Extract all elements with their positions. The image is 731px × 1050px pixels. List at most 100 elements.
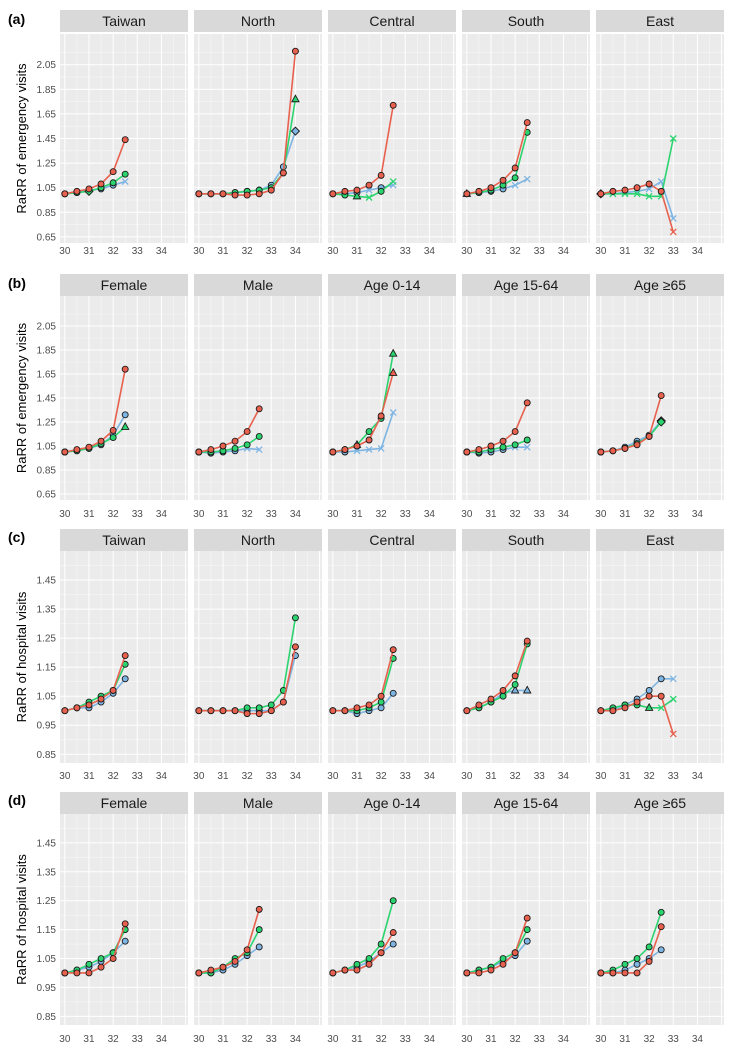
panel-south: South 30 31 32 33 34 <box>461 529 590 782</box>
x-tick-label: 30 <box>595 509 607 520</box>
y-tick-label: 1.25 <box>37 896 57 907</box>
panel-strip <box>328 529 456 551</box>
data-point-red <box>475 701 483 709</box>
x-tick-label: 30 <box>461 771 473 782</box>
y-tick-label: 0.65 <box>37 232 57 243</box>
panel-central: Central 30 31 32 33 34 <box>327 10 456 257</box>
panel-title: North <box>241 13 275 29</box>
data-point-green <box>657 908 665 916</box>
panel-title: South <box>508 532 545 548</box>
data-point-red <box>475 969 483 977</box>
x-tick-label: 34 <box>290 509 302 520</box>
panel-strip <box>194 10 322 32</box>
x-tick-label: 31 <box>217 771 229 782</box>
x-tick-label: 32 <box>242 1034 254 1045</box>
data-point-red <box>463 969 471 977</box>
data-point-red <box>195 969 203 977</box>
x-tick-label: 30 <box>595 246 607 257</box>
data-point-green <box>377 698 385 706</box>
x-tick-label: 34 <box>156 1034 168 1045</box>
data-point-blue <box>510 685 520 694</box>
data-point-red <box>61 707 69 715</box>
x-tick-label: 32 <box>376 246 388 257</box>
data-point-red <box>329 448 337 456</box>
data-point-blue <box>523 443 531 451</box>
y-tick-label: 0.85 <box>37 466 57 477</box>
y-tick-label: 1.15 <box>37 663 57 674</box>
y-tick-label: 1.15 <box>37 925 57 936</box>
data-point-red <box>377 949 385 957</box>
x-tick-label: 32 <box>108 771 120 782</box>
data-point-blue <box>389 940 397 948</box>
panel-strip <box>596 792 724 814</box>
data-point-red <box>73 704 81 712</box>
data-point-red <box>353 704 361 712</box>
x-tick-label: 32 <box>242 509 254 520</box>
x-tick-label: 33 <box>400 771 412 782</box>
y-tick-label: 1.05 <box>37 954 57 965</box>
x-tick-label: 32 <box>108 246 120 257</box>
data-point-blue <box>377 704 385 712</box>
x-tick-label: 30 <box>59 1034 71 1045</box>
x-tick-label: 32 <box>510 509 522 520</box>
x-tick-label: 31 <box>485 509 497 520</box>
x-tick-label: 30 <box>193 509 205 520</box>
data-point-red <box>341 707 349 715</box>
data-point-red <box>97 695 105 703</box>
data-point-red <box>267 186 275 194</box>
data-point-blue <box>523 175 531 183</box>
chart-row-d: (d) RaRR of hospital visits 0.85 0.95 1.05 1.… <box>8 792 724 1045</box>
data-point-blue <box>377 444 385 452</box>
panel-title: Age ≥65 <box>634 795 686 811</box>
data-point-green <box>656 417 666 427</box>
data-point-blue <box>121 937 129 945</box>
panel-age-65: Age ≥65 30 31 32 33 34 <box>595 274 724 520</box>
panel-title: Taiwan <box>102 13 146 29</box>
data-point-red <box>255 190 263 198</box>
data-point-green <box>109 434 117 442</box>
data-point-blue <box>121 411 129 419</box>
panel-strip <box>60 792 188 814</box>
data-point-blue <box>657 675 665 683</box>
panel-strip <box>328 792 456 814</box>
data-point-green <box>352 191 362 200</box>
data-point-red <box>329 707 337 715</box>
panel-background <box>462 551 590 763</box>
data-point-red <box>377 412 385 420</box>
chart-row-a: (a) RaRR of emergency visits 0.65 0.85 1.05 1… <box>8 10 724 257</box>
data-point-red <box>523 637 531 645</box>
x-tick-label: 33 <box>132 509 144 520</box>
data-point-red <box>121 136 129 144</box>
chart-row-b: (b) RaRR of emergency visits 0.65 0.85 1.05 1… <box>8 274 724 520</box>
data-point-red <box>267 707 275 715</box>
panel-age-15-64: Age 15-64 30 31 32 33 34 <box>461 274 590 520</box>
y-axis-title: RaRR of hospital visits <box>14 591 29 722</box>
panel-female: Female 30 31 32 33 34 <box>59 792 188 1045</box>
data-point-red <box>341 966 349 974</box>
data-point-red <box>207 190 215 198</box>
data-point-green <box>365 194 373 201</box>
panel-strip <box>328 274 456 296</box>
data-point-green <box>377 187 385 195</box>
panel-title: Age 15-64 <box>494 795 559 811</box>
x-tick-label: 31 <box>619 246 631 257</box>
x-tick-label: 32 <box>376 1034 388 1045</box>
x-tick-label: 32 <box>644 509 656 520</box>
data-point-red <box>487 695 495 703</box>
data-point-green <box>523 926 531 934</box>
data-point-blue <box>511 181 519 189</box>
data-point-green <box>255 432 263 440</box>
data-point-red <box>487 966 495 974</box>
data-point-green <box>644 702 654 711</box>
x-tick-label: 32 <box>242 771 254 782</box>
data-point-red <box>609 969 617 977</box>
panel-taiwan: Taiwan 30 31 32 33 34 <box>59 529 188 782</box>
data-point-red <box>621 186 629 194</box>
data-point-red <box>657 692 665 700</box>
panel-central: Central 30 31 32 33 34 <box>327 529 456 782</box>
data-point-red <box>511 164 519 172</box>
data-point-green <box>377 940 385 948</box>
panel-strip <box>194 792 322 814</box>
y-axis-title: RaRR of hospital visits <box>14 854 29 985</box>
data-point-red <box>669 228 677 236</box>
